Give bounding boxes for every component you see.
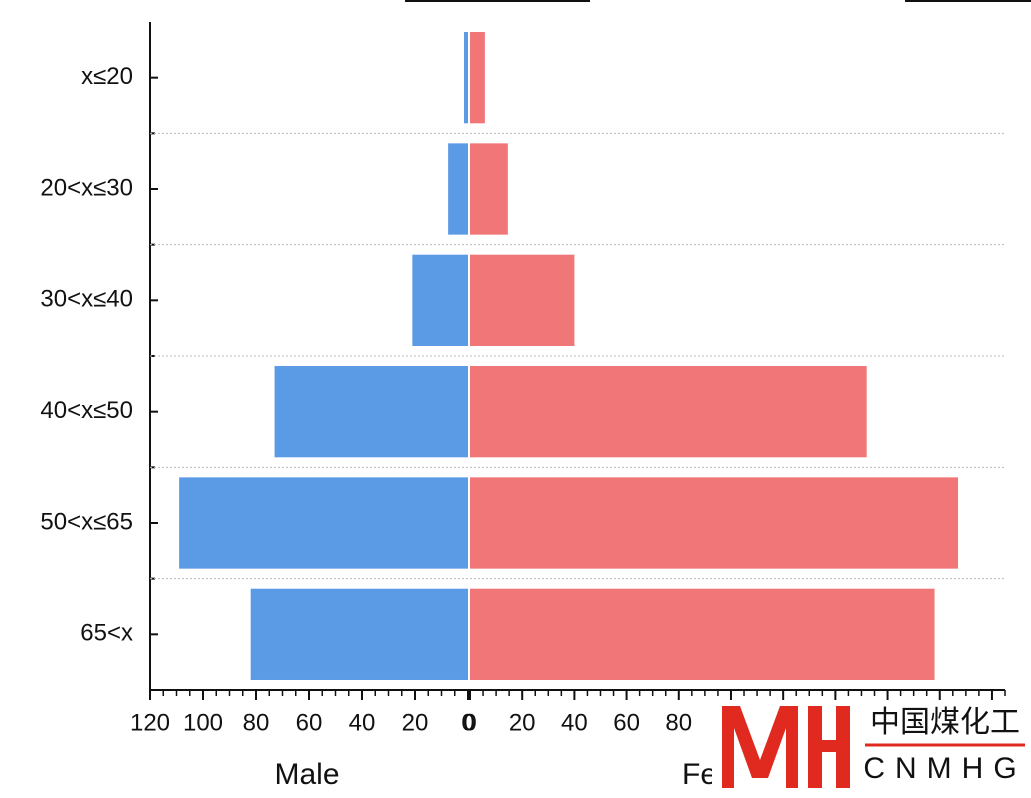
bar-female: [470, 477, 959, 569]
y-tick-label: 50<x≤65: [40, 508, 133, 535]
x-tick-label: 80: [665, 709, 692, 736]
x-tick-label: 80: [243, 709, 270, 736]
logo-h: [808, 706, 850, 788]
bar-male: [274, 366, 468, 458]
watermark-en: CNMHG: [863, 752, 1026, 785]
x-tick-label: 20: [509, 709, 536, 736]
watermark: 中国煤化工 CNMHG: [712, 700, 1031, 798]
x-tick-label: 60: [296, 709, 323, 736]
y-tick-label: 30<x≤40: [40, 286, 133, 313]
x-tick-label: 40: [561, 709, 588, 736]
x-tick-label: 0: [463, 709, 476, 736]
bar-male: [250, 588, 468, 680]
logo-m: [722, 706, 798, 788]
male-axis-title: Male: [274, 758, 339, 791]
y-tick-label: 20<x≤30: [40, 174, 133, 201]
bar-female: [470, 588, 935, 680]
bar-female: [470, 32, 485, 124]
bar-male: [179, 477, 468, 569]
bar-male: [412, 254, 468, 346]
bar-female: [470, 254, 575, 346]
bar-male: [448, 143, 468, 235]
x-tick-label: 100: [183, 709, 223, 736]
y-tick-label: 40<x≤50: [40, 397, 133, 424]
bar-male: [464, 32, 468, 124]
x-tick-label: 0: [461, 709, 474, 736]
x-tick-label: 60: [613, 709, 640, 736]
bar-female: [470, 143, 508, 235]
x-tick-label: 20: [402, 709, 429, 736]
bar-female: [470, 366, 867, 458]
x-tick-label: 120: [130, 709, 170, 736]
watermark-cn: 中国煤化工: [870, 706, 1020, 739]
y-tick-label: 65<x: [80, 620, 133, 647]
y-tick-label: x≤20: [81, 63, 133, 90]
x-tick-label: 40: [349, 709, 376, 736]
